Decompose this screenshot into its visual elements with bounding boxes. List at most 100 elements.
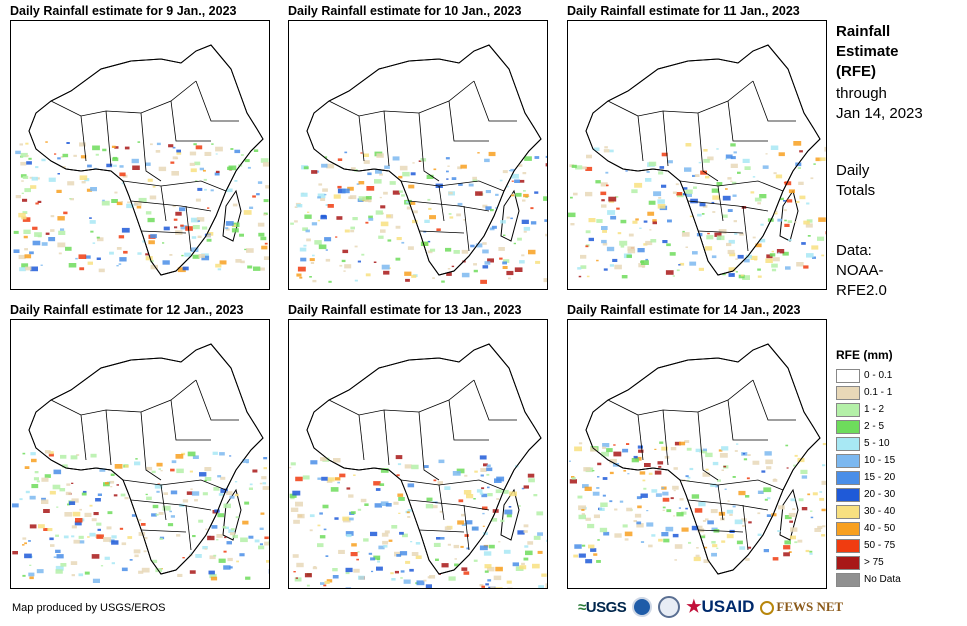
rainfall-cell [599, 507, 605, 511]
rainfall-cell [321, 163, 328, 168]
rainfall-cell [472, 179, 478, 182]
country-border [463, 504, 470, 551]
rainfall-cell [715, 485, 719, 488]
rainfall-cell [106, 526, 112, 530]
rainfall-cell [29, 524, 37, 529]
rainfall-cell [50, 215, 55, 218]
rainfall-cell [812, 256, 816, 259]
rainfall-cell [48, 237, 56, 242]
rainfall-cell [817, 236, 825, 241]
rainfall-cell [705, 468, 709, 471]
rainfall-cell [189, 470, 193, 473]
rainfall-cell [171, 171, 179, 176]
rainfall-cell [638, 449, 644, 453]
rainfall-cell [385, 503, 392, 507]
rainfall-cell [401, 194, 405, 197]
rainfall-cell [169, 510, 172, 513]
rainfall-cell [19, 143, 23, 146]
rainfall-cell [211, 525, 218, 529]
rainfall-cell [514, 179, 520, 183]
rainfall-cell [226, 541, 232, 545]
rainfall-cell [194, 499, 198, 502]
rainfall-cell [175, 211, 182, 216]
rainfall-cell [701, 450, 708, 454]
rainfall-cell [730, 180, 733, 182]
rainfall-cell [691, 525, 700, 531]
rainfall-cell [196, 217, 205, 222]
rainfall-cell [489, 227, 495, 231]
rainfall-cell [711, 201, 715, 204]
panel-title: Daily Rainfall estimate for 13 Jan., 202… [288, 303, 522, 317]
rainfall-cell [415, 542, 421, 545]
legend-item: 0.1 - 1 [836, 384, 901, 401]
rainfall-cell [214, 172, 220, 176]
rainfall-cell [55, 565, 64, 571]
rainfall-cell [168, 144, 174, 148]
rainfall-cell [244, 248, 247, 251]
rainfall-cell [12, 551, 18, 555]
daily-label: Daily [836, 162, 870, 179]
rainfall-cell [588, 544, 595, 549]
rainfall-cell [513, 242, 516, 245]
rainfall-cell [353, 568, 360, 573]
rainfall-cell [586, 154, 592, 159]
rainfall-cell [229, 566, 233, 569]
rainfall-cell [617, 232, 622, 235]
rainfall-cell [650, 239, 657, 243]
rainfall-cell [264, 536, 269, 540]
rainfall-cell [500, 519, 505, 523]
rainfall-cell [523, 190, 526, 192]
rainfall-cell [360, 152, 363, 154]
rainfall-cell [666, 243, 671, 247]
rainfall-cell [109, 251, 114, 255]
rainfall-cell [679, 498, 684, 501]
rainfall-cell [640, 493, 648, 498]
country-border [438, 185, 445, 222]
rainfall-cell [71, 535, 75, 538]
country-border [408, 499, 490, 511]
rainfall-cell [234, 149, 241, 154]
rainfall-cell [588, 237, 594, 242]
rainfall-cell [326, 579, 333, 583]
rainfall-cell [743, 258, 750, 263]
rainfall-cell [453, 250, 460, 254]
map-panel-jan12: Daily Rainfall estimate for 12 Jan., 202… [10, 303, 272, 591]
rainfall-cell [319, 512, 323, 515]
rainfall-cell [534, 156, 540, 159]
rainfall-cell [482, 265, 489, 269]
rainfall-cell [24, 466, 30, 469]
rainfall-cell [201, 255, 210, 261]
panel-title: Daily Rainfall estimate for 14 Jan., 202… [567, 303, 801, 317]
rainfall-cell [461, 513, 466, 517]
rainfall-cell [710, 483, 716, 487]
rainfall-cell [703, 559, 710, 563]
rainfall-cell [651, 534, 656, 537]
rainfall-cell [294, 206, 298, 208]
rainfall-cell [264, 541, 269, 546]
rainfall-cell [182, 266, 189, 271]
africa-outline [28, 44, 264, 276]
rainfall-cell [480, 468, 487, 472]
rainfall-cell [500, 220, 506, 224]
rainfall-cell [229, 532, 236, 536]
rainfall-cell [347, 186, 354, 191]
rainfall-cell [91, 554, 100, 559]
rainfall-cell [248, 487, 253, 490]
panel-title: Daily Rainfall estimate for 12 Jan., 202… [10, 303, 244, 317]
rainfall-cell [23, 235, 28, 239]
rainfall-cell [716, 235, 725, 241]
rainfall-cell [711, 552, 717, 557]
rainfall-cell [601, 239, 607, 244]
rainfall-cell [652, 219, 657, 222]
rainfall-cell [784, 540, 791, 545]
legend-item: 20 - 30 [836, 486, 901, 503]
rainfall-cell [587, 523, 595, 529]
panel-title: Daily Rainfall estimate for 10 Jan., 202… [288, 4, 522, 18]
rainfall-cell [745, 254, 752, 259]
rainfall-cell [498, 541, 501, 543]
rainfall-cell [24, 542, 27, 545]
rainfall-cell [619, 240, 628, 246]
rainfall-cell [154, 484, 163, 489]
rainfall-cell [311, 170, 318, 174]
rainfall-cell [787, 220, 793, 223]
